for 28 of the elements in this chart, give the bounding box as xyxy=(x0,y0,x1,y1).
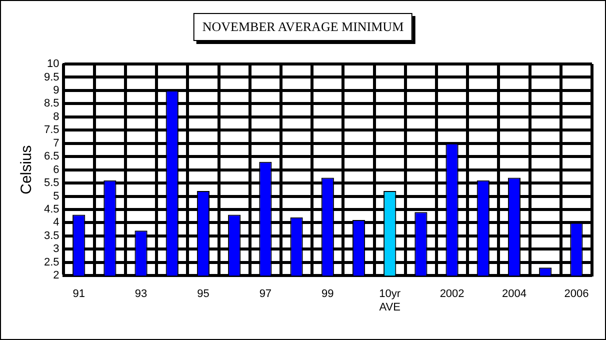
y-tick-label: 7.5 xyxy=(44,124,60,136)
y-tick-label: 6.5 xyxy=(44,150,60,163)
x-tick-label: 10yr AVE xyxy=(379,288,401,314)
x-tick-label: 97 xyxy=(259,288,272,300)
y-tick-label: 9 xyxy=(53,84,60,96)
y-tick-label: 7 xyxy=(53,137,60,150)
x-tick-label: 2006 xyxy=(564,288,589,300)
y-tick-label: 2 xyxy=(53,270,60,282)
y-tick-label: 8.5 xyxy=(44,98,60,110)
x-tick-label: 95 xyxy=(197,288,210,300)
y-tick-label: 10 xyxy=(47,58,60,70)
x-tick-label: 2004 xyxy=(502,288,526,300)
y-axis-title: Celsius xyxy=(18,145,36,194)
x-tick-label: 2002 xyxy=(440,288,464,300)
y-tick-label: 9.5 xyxy=(44,71,60,84)
chart-title: NOVEMBER AVERAGE MINIMUM xyxy=(193,13,413,41)
y-tick-label: 5 xyxy=(53,190,60,202)
y-tick-label: 3.5 xyxy=(44,230,60,242)
y-tick-label: 2.5 xyxy=(44,256,60,268)
y-tick-label: 6 xyxy=(53,164,60,176)
x-tick-label: 91 xyxy=(72,288,85,300)
y-tick-label: 3 xyxy=(53,243,60,256)
y-tick-label: 5.5 xyxy=(44,177,60,190)
x-tick-label: 93 xyxy=(134,288,148,300)
y-tick-label: 4 xyxy=(53,216,60,229)
x-tick-label: 99 xyxy=(322,288,334,300)
y-tick-label: 8 xyxy=(53,110,60,123)
y-tick-label: 4.5 xyxy=(44,204,60,216)
